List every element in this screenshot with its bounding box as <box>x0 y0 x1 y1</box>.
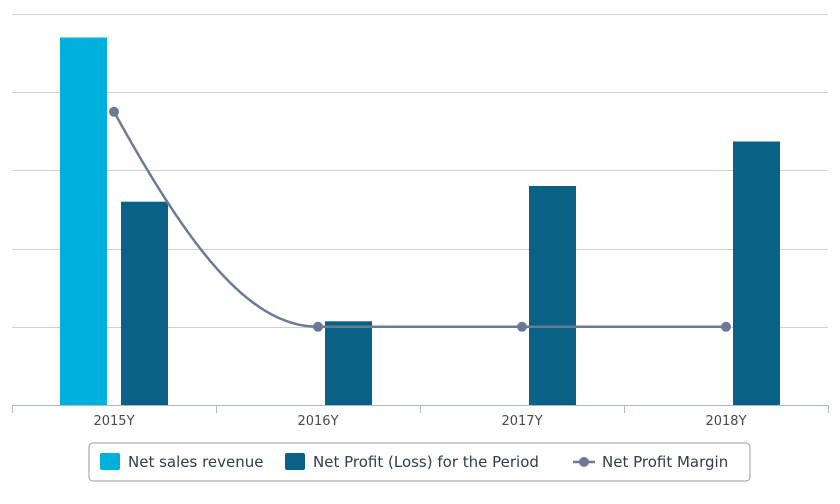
legend-label-net-profit-margin: Net Profit Margin <box>602 453 728 471</box>
x-axis: 2015Y 2016Y 2017Y 2018Y <box>12 405 829 429</box>
x-tick-label-2018y: 2018Y <box>705 414 746 429</box>
legend-swatch-net-profit <box>285 453 305 470</box>
bar-net-profit-loss-for-the-period-2016y[interactable] <box>325 321 372 405</box>
legend-item-net-profit[interactable]: Net Profit (Loss) for the Period <box>285 453 539 471</box>
legend-label-net-sales-revenue: Net sales revenue <box>128 453 264 471</box>
profit-margin-line-layer <box>109 106 731 332</box>
net-profit-margin-point-2015y[interactable] <box>109 106 119 117</box>
net-profit-margin-point-2018y[interactable] <box>721 321 731 332</box>
x-tick-label-2015y: 2015Y <box>93 414 134 429</box>
legend-item-net-profit-margin[interactable]: Net Profit Margin <box>573 453 728 471</box>
net-profit-margin-point-2016y[interactable] <box>313 321 323 332</box>
net-profit-margin-line <box>112 111 726 329</box>
bar-net-profit-loss-for-the-period-2018y[interactable] <box>733 141 780 406</box>
net-profit-margin-point-2017y[interactable] <box>517 321 527 332</box>
bar-net-profit-loss-for-the-period-2015y[interactable] <box>121 201 168 405</box>
legend-frame <box>88 442 751 482</box>
legend-swatch-net-sales-revenue <box>100 453 120 470</box>
legend-label-net-profit: Net Profit (Loss) for the Period <box>313 453 539 471</box>
bars <box>60 37 780 406</box>
legend-marker-net-profit-margin <box>579 457 589 467</box>
legend[interactable]: Net sales revenue Net Profit (Loss) for … <box>88 442 751 482</box>
legend-item-net-sales-revenue[interactable]: Net sales revenue <box>100 453 264 471</box>
x-tick-label-2017y: 2017Y <box>501 414 542 429</box>
x-tick-label-2016y: 2016Y <box>297 414 338 429</box>
bar-net-profit-loss-for-the-period-2017y[interactable] <box>529 186 576 405</box>
bar-net-sales-revenue-2015y[interactable] <box>60 37 107 406</box>
